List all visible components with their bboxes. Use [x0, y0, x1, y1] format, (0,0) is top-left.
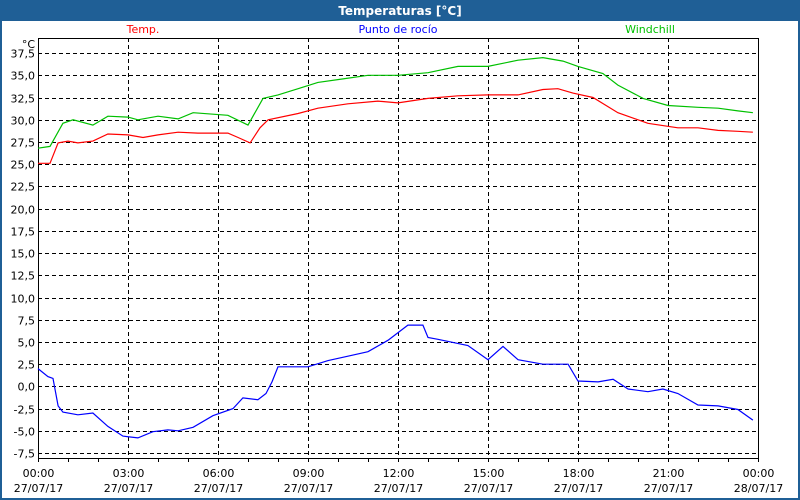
y-tick-label: 2,5: [18, 359, 36, 372]
x-tick-date: 27/07/17: [374, 482, 423, 495]
y-tick-label: 17,5: [11, 226, 36, 239]
y-tick-label: 5,0: [18, 337, 36, 350]
x-tick-time: 00:00: [743, 467, 775, 480]
x-tick-time: 03:00: [113, 467, 145, 480]
series-line-punto-de-roc-o: [37, 324, 754, 439]
y-tick-label: 10,0: [11, 293, 36, 306]
x-tick-date: 27/07/17: [14, 482, 63, 495]
y-tick-label: -2,5: [14, 404, 35, 417]
x-tick-time: 06:00: [203, 467, 235, 480]
y-tick-label: 15,0: [11, 248, 36, 261]
y-tick-label: 20,0: [11, 204, 36, 217]
y-axis-unit: °C: [22, 38, 36, 51]
x-tick-time: 21:00: [653, 467, 685, 480]
legend-punto-de-roc-o: Punto de rocío: [358, 23, 437, 36]
y-tick-label: -5,0: [14, 426, 35, 439]
x-tick-date: 27/07/17: [644, 482, 693, 495]
y-tick-label: 30,0: [11, 115, 36, 128]
y-tick-label: 25,0: [11, 159, 36, 172]
y-tick-label: 7,5: [18, 315, 36, 328]
x-tick-date: 27/07/17: [284, 482, 333, 495]
x-tick-time: 12:00: [383, 467, 415, 480]
plot-frame: [38, 38, 759, 459]
series-line-temp: [38, 88, 753, 164]
y-tick-label: -7,5: [14, 448, 35, 461]
x-tick-time: 18:00: [563, 467, 595, 480]
y-tick-label: 22,5: [11, 181, 36, 194]
x-tick-date: 28/07/17: [734, 482, 783, 495]
series-line-windchill: [37, 56, 753, 149]
x-tick-date: 27/07/17: [104, 482, 153, 495]
legend-windchill: Windchill: [625, 23, 675, 36]
x-tick-date: 27/07/17: [464, 482, 513, 495]
x-tick-time: 00:00: [23, 467, 55, 480]
legend-temp: Temp.: [126, 23, 160, 36]
window-title: Temperaturas [°C]: [2, 2, 798, 21]
y-tick-label: 12,5: [11, 270, 36, 283]
y-tick-label: 0,0: [18, 381, 36, 394]
y-tick-label: 35,0: [11, 70, 36, 83]
x-tick-date: 27/07/17: [554, 482, 603, 495]
y-tick-label: 32,5: [11, 93, 36, 106]
y-tick-label: 27,5: [11, 137, 36, 150]
x-tick-date: 27/07/17: [194, 482, 243, 495]
x-tick-time: 15:00: [473, 467, 505, 480]
y-tick-label: 37,5: [11, 48, 36, 61]
x-tick-time: 09:00: [293, 467, 325, 480]
